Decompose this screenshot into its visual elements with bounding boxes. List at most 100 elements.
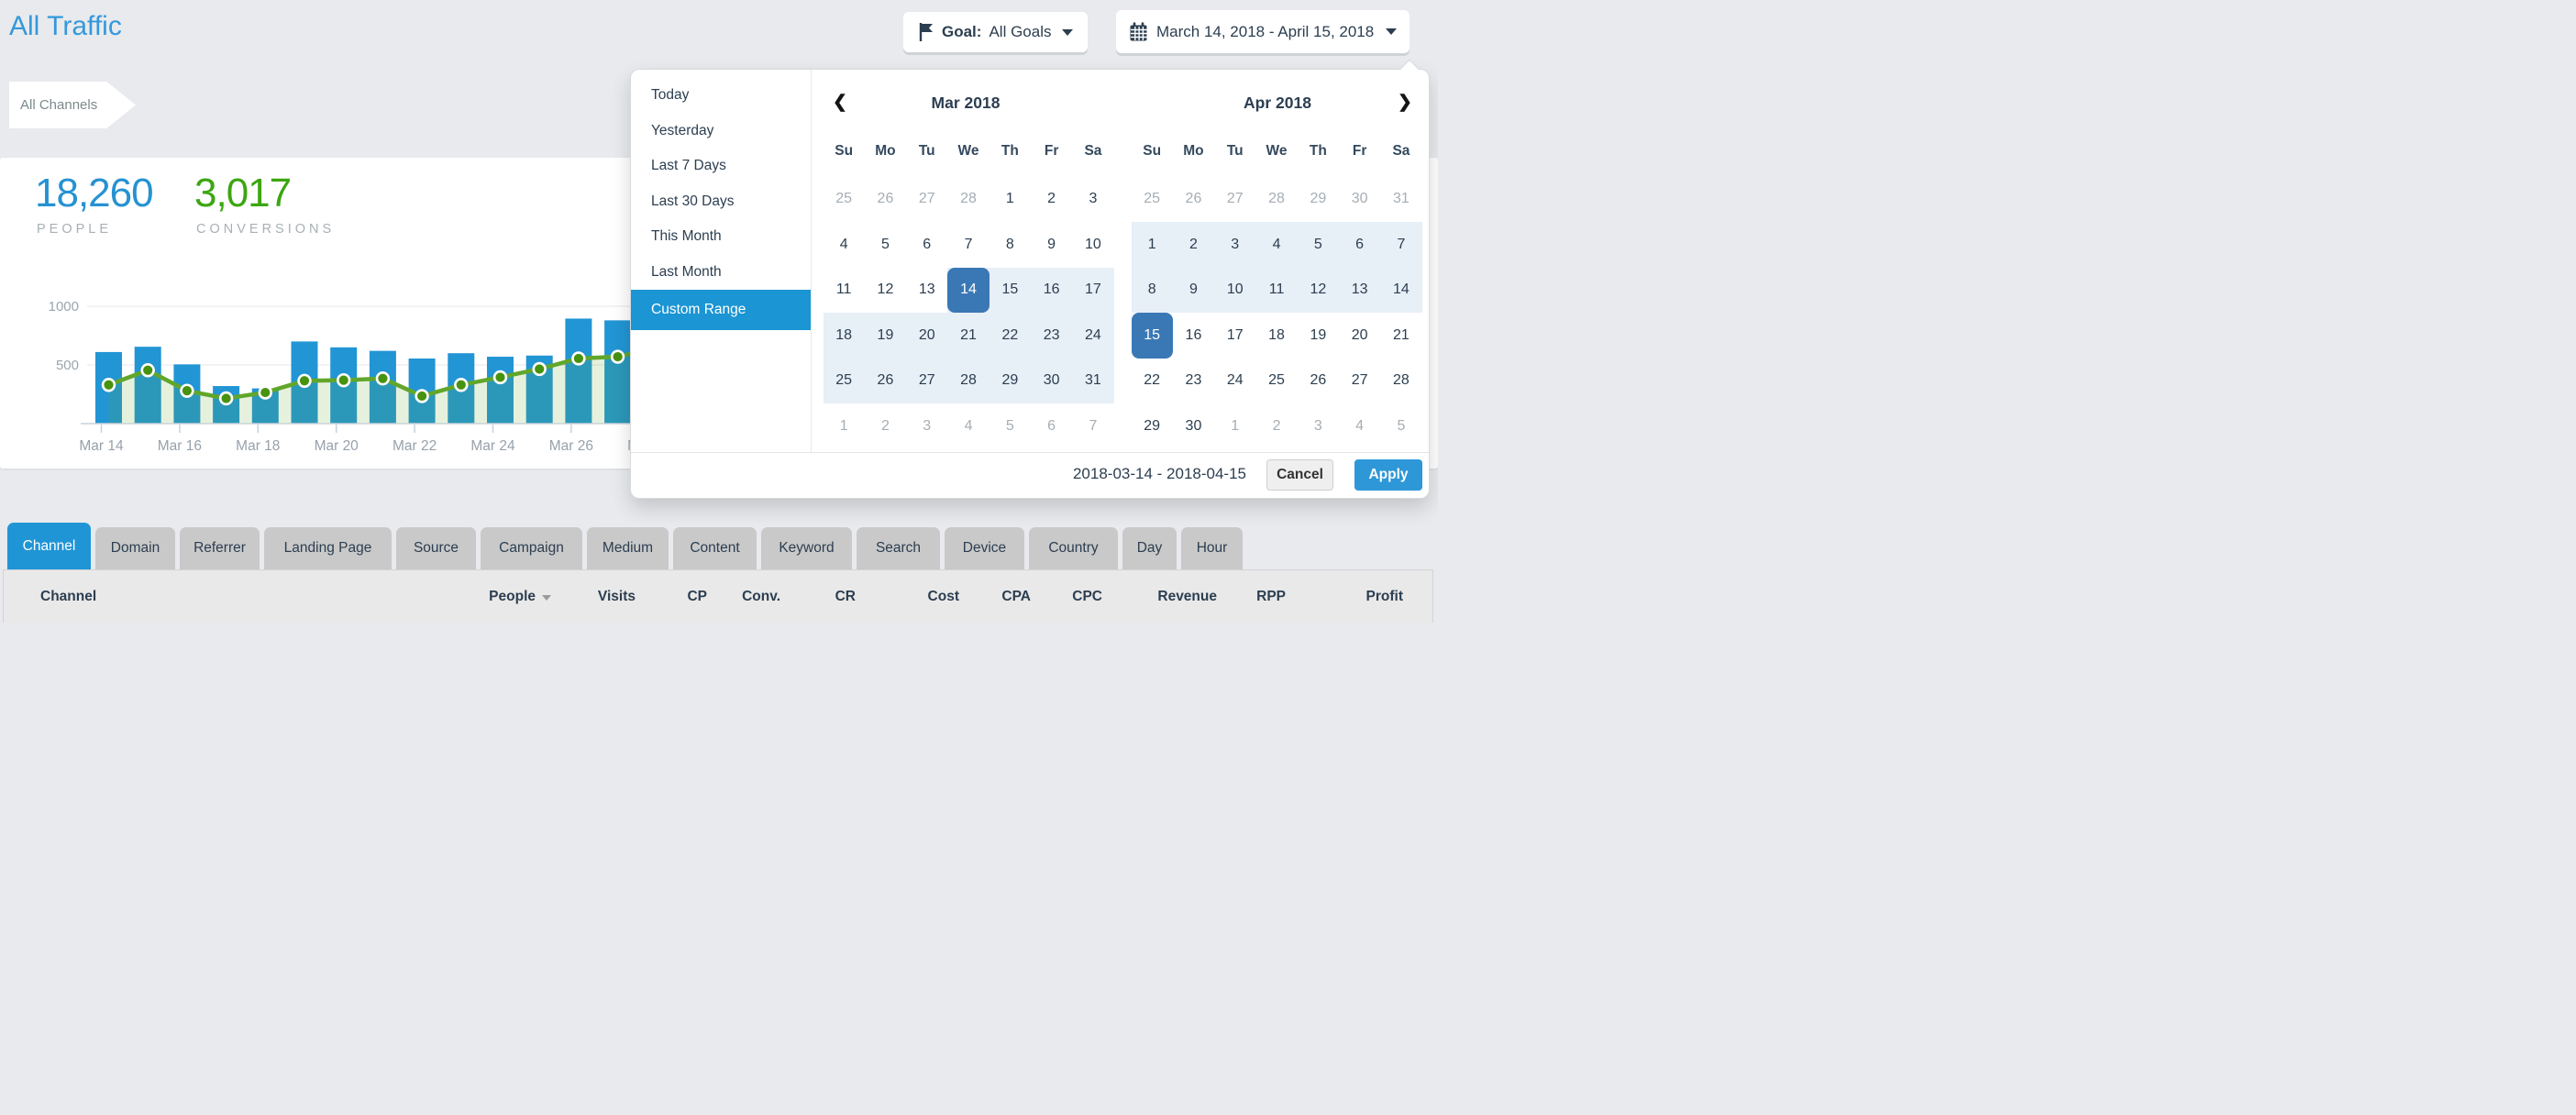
calendar-day[interactable]: 25 xyxy=(1268,372,1285,389)
column-profit[interactable]: Profit xyxy=(1365,589,1403,604)
calendar-day[interactable]: 6 xyxy=(923,236,932,252)
preset-yesterday[interactable]: Yesterday xyxy=(651,122,714,138)
calendar-day[interactable]: 27 xyxy=(918,191,935,207)
prev-month-icon[interactable]: ❮ xyxy=(833,93,847,112)
calendar-day[interactable]: 26 xyxy=(1185,191,1202,207)
column-cpa[interactable]: CPA xyxy=(1001,589,1031,604)
calendar-day[interactable]: 23 xyxy=(1030,313,1073,359)
calendar-day[interactable]: 4 xyxy=(1355,417,1365,434)
calendar-day[interactable]: 5 xyxy=(1397,417,1406,434)
tab-device[interactable]: Device xyxy=(945,527,1024,569)
calendar-day[interactable]: 20 xyxy=(1351,326,1368,343)
calendar-day[interactable]: 14 xyxy=(1380,267,1422,313)
calendar-day[interactable]: 3 xyxy=(1089,191,1098,207)
tab-referrer[interactable]: Referrer xyxy=(180,527,260,569)
calendar-day[interactable]: 5 xyxy=(880,236,890,252)
calendar-day[interactable]: 5 xyxy=(1297,222,1339,268)
calendar-day[interactable]: 10 xyxy=(1214,267,1256,313)
column-revenue[interactable]: Revenue xyxy=(1157,589,1217,604)
column-cr[interactable]: CR xyxy=(835,589,856,604)
calendar-day[interactable]: 9 xyxy=(1172,267,1215,313)
tab-channel[interactable]: Channel xyxy=(7,523,91,569)
calendar-day[interactable]: 28 xyxy=(1393,372,1410,389)
calendar-day[interactable]: 27 xyxy=(1351,372,1368,389)
calendar-day[interactable]: 13 xyxy=(1338,267,1381,313)
calendar-day[interactable]: 1 xyxy=(1231,417,1240,434)
calendar-day[interactable]: 30 xyxy=(1030,358,1073,403)
column-cost[interactable]: Cost xyxy=(927,589,959,604)
tab-source[interactable]: Source xyxy=(396,527,476,569)
calendar-day[interactable]: 7 xyxy=(964,236,973,252)
calendar-day-selected-end[interactable]: 15 xyxy=(1131,313,1173,359)
calendar-day[interactable]: 31 xyxy=(1072,358,1114,403)
tab-domain[interactable]: Domain xyxy=(95,527,175,569)
calendar-day[interactable]: 23 xyxy=(1185,372,1202,389)
calendar-day[interactable]: 30 xyxy=(1351,191,1368,207)
preset-last-month[interactable]: Last Month xyxy=(651,263,722,280)
calendar-day[interactable]: 5 xyxy=(1005,417,1014,434)
calendar-day[interactable]: 26 xyxy=(877,191,894,207)
preset-this-month[interactable]: This Month xyxy=(651,228,722,244)
calendar-day[interactable]: 18 xyxy=(1268,326,1285,343)
calendar-day[interactable]: 19 xyxy=(1310,326,1327,343)
preset-last-30-days[interactable]: Last 30 Days xyxy=(651,193,735,209)
calendar-day[interactable]: 25 xyxy=(1144,191,1161,207)
calendar-day[interactable]: 21 xyxy=(1393,326,1410,343)
tab-country[interactable]: Country xyxy=(1029,527,1118,569)
calendar-day[interactable]: 28 xyxy=(947,358,989,403)
tab-hour[interactable]: Hour xyxy=(1181,527,1243,569)
calendar-day[interactable]: 16 xyxy=(1185,326,1202,343)
calendar-day[interactable]: 27 xyxy=(906,358,948,403)
calendar-day[interactable]: 31 xyxy=(1393,191,1410,207)
calendar-day[interactable]: 15 xyxy=(989,267,1031,313)
calendar-day[interactable]: 28 xyxy=(1268,191,1285,207)
calendar-day[interactable]: 11 xyxy=(1255,267,1298,313)
column-rpp[interactable]: RPP xyxy=(1256,589,1286,604)
preset-last-7-days[interactable]: Last 7 Days xyxy=(651,158,726,173)
calendar-day[interactable]: 12 xyxy=(877,282,894,298)
calendar-day-selected-start[interactable]: 14 xyxy=(947,267,989,313)
calendar-day[interactable]: 9 xyxy=(1047,236,1056,252)
calendar-day[interactable]: 1 xyxy=(1131,222,1173,268)
column-cp[interactable]: CP xyxy=(687,589,707,604)
calendar-day[interactable]: 16 xyxy=(1030,267,1073,313)
calendar-day[interactable]: 7 xyxy=(1089,417,1098,434)
calendar-day[interactable]: 26 xyxy=(1310,372,1327,389)
calendar-day[interactable]: 11 xyxy=(835,282,852,298)
calendar-day[interactable]: 27 xyxy=(1226,191,1244,207)
cancel-button[interactable]: Cancel xyxy=(1266,459,1333,491)
calendar-day[interactable]: 2 xyxy=(1272,417,1281,434)
tab-search[interactable]: Search xyxy=(857,527,940,569)
calendar-day[interactable]: 22 xyxy=(989,313,1031,359)
calendar-day[interactable]: 17 xyxy=(1226,326,1244,343)
calendar-day[interactable]: 1 xyxy=(839,417,848,434)
calendar-day[interactable]: 8 xyxy=(1131,267,1173,313)
calendar-day[interactable]: 24 xyxy=(1072,313,1114,359)
calendar-day[interactable]: 21 xyxy=(947,313,989,359)
tab-day[interactable]: Day xyxy=(1122,527,1177,569)
calendar-day[interactable]: 8 xyxy=(1005,236,1014,252)
calendar-day[interactable]: 28 xyxy=(960,191,977,207)
apply-button[interactable]: Apply xyxy=(1354,459,1422,491)
column-channel[interactable]: Channel xyxy=(40,589,97,604)
calendar-day[interactable]: 25 xyxy=(823,358,865,403)
calendar-day[interactable]: 4 xyxy=(964,417,973,434)
preset-custom-range[interactable]: Custom Range xyxy=(631,290,811,330)
column-conv[interactable]: Conv. xyxy=(742,589,780,604)
next-month-icon[interactable]: ❯ xyxy=(1398,93,1412,112)
calendar-day[interactable]: 6 xyxy=(1047,417,1056,434)
calendar-day[interactable]: 25 xyxy=(835,191,853,207)
calendar-day[interactable]: 2 xyxy=(1047,191,1056,207)
calendar-day[interactable]: 10 xyxy=(1085,236,1101,252)
tab-content[interactable]: Content xyxy=(673,527,757,569)
calendar-day[interactable]: 4 xyxy=(839,236,848,252)
calendar-day[interactable]: 20 xyxy=(906,313,948,359)
calendar-day[interactable]: 2 xyxy=(1172,222,1215,268)
breadcrumb[interactable]: All Channels xyxy=(9,82,136,128)
date-range-button[interactable]: March 14, 2018 - April 15, 2018 xyxy=(1116,10,1410,53)
tab-campaign[interactable]: Campaign xyxy=(481,527,582,569)
tab-landing-page[interactable]: Landing Page xyxy=(264,527,392,569)
calendar-day[interactable]: 22 xyxy=(1144,372,1161,389)
calendar-day[interactable]: 3 xyxy=(1214,222,1256,268)
calendar-day[interactable]: 18 xyxy=(823,313,865,359)
